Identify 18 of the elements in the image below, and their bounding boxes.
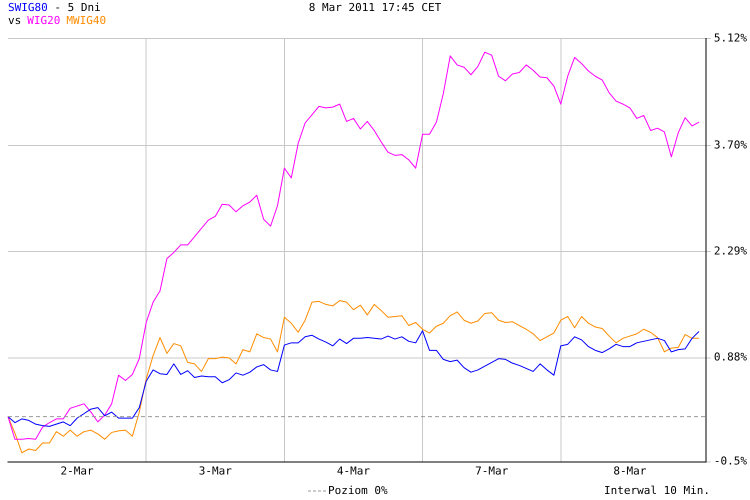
y-tick-label: 5.12% (714, 31, 748, 44)
text: SWIG80 (8, 1, 48, 14)
x-tick-label: 7-Mar (475, 464, 509, 478)
legend-title: vs (8, 14, 22, 27)
y-tick-label: 0.88% (714, 350, 748, 364)
text: 8 Mar 2011 17:45 CET (308, 1, 442, 14)
x-tick-label: 2-Mar (60, 464, 94, 478)
x-tick-label: 8-Mar (613, 464, 647, 478)
y-tick-label: 2.29% (714, 244, 748, 258)
text: MWIG40 (66, 14, 106, 27)
text: WIG20 (27, 14, 60, 27)
y-tick-label: -0.5% (714, 454, 748, 468)
y-tick-label: 3.70% (714, 138, 748, 152)
x-tick-label: 3-Mar (198, 464, 232, 478)
x-tick-label: 4-Mar (336, 464, 370, 478)
chart-title: - 5 Dni (54, 1, 101, 14)
legend-label: Poziom 0% (328, 484, 388, 497)
text: Interwal 10 Min. (604, 484, 710, 497)
